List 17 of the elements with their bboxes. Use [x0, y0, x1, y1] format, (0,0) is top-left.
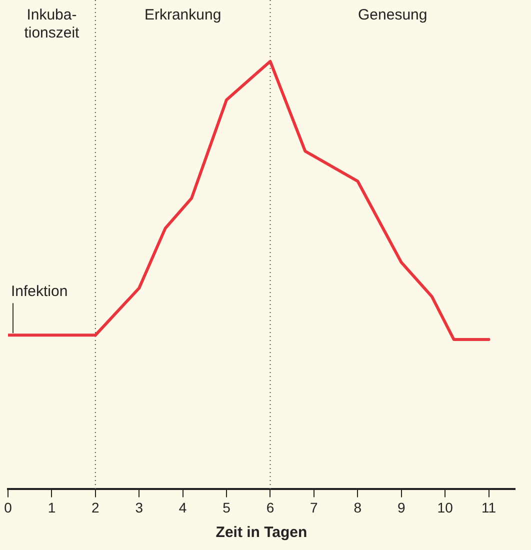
x-axis-title: Zeit in Tagen: [216, 524, 308, 542]
x-tick-label: 0: [4, 499, 12, 516]
x-tick-label: 4: [178, 499, 187, 516]
x-tick-label: 9: [397, 499, 406, 516]
x-tick-label: 3: [135, 499, 144, 516]
x-tick-label: 5: [222, 499, 231, 516]
x-tick-label: 10: [437, 499, 454, 516]
x-tick-label: 6: [266, 499, 274, 516]
annotation: Infektion: [11, 282, 68, 300]
x-tick-label: 1: [48, 499, 56, 516]
text: Genesung: [358, 6, 428, 24]
x-tick-label: 7: [310, 499, 318, 516]
x-tick-label: 2: [92, 499, 100, 516]
x-tick-label: 8: [354, 499, 362, 516]
x-tick-label: 11: [482, 499, 496, 516]
text: Inkuba- tionszeit: [24, 6, 80, 42]
text: Erkrankung: [144, 6, 222, 24]
